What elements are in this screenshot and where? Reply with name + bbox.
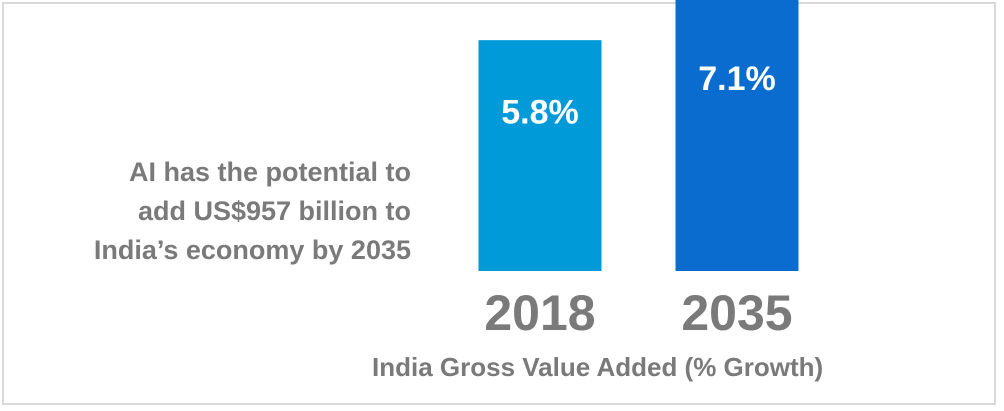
bar-2035 [675, 0, 799, 271]
category-label-2018: 2018 [484, 285, 595, 341]
headline-line-2: add US$957 billion to [137, 196, 411, 226]
bar-value-label-2035: 7.1% [698, 60, 776, 98]
chart-frame [2, 2, 996, 405]
headline-line-1: AI has the potential to [128, 157, 411, 187]
category-label-2035: 2035 [681, 285, 792, 341]
bar-2018 [478, 40, 602, 271]
x-axis-title: India Gross Value Added (% Growth) [372, 352, 824, 382]
headline-line-3: India’s economy by 2035 [93, 235, 411, 265]
bar-value-label-2018: 5.8% [501, 93, 579, 131]
headline: AI has the potential to add US$957 billi… [20, 153, 411, 270]
